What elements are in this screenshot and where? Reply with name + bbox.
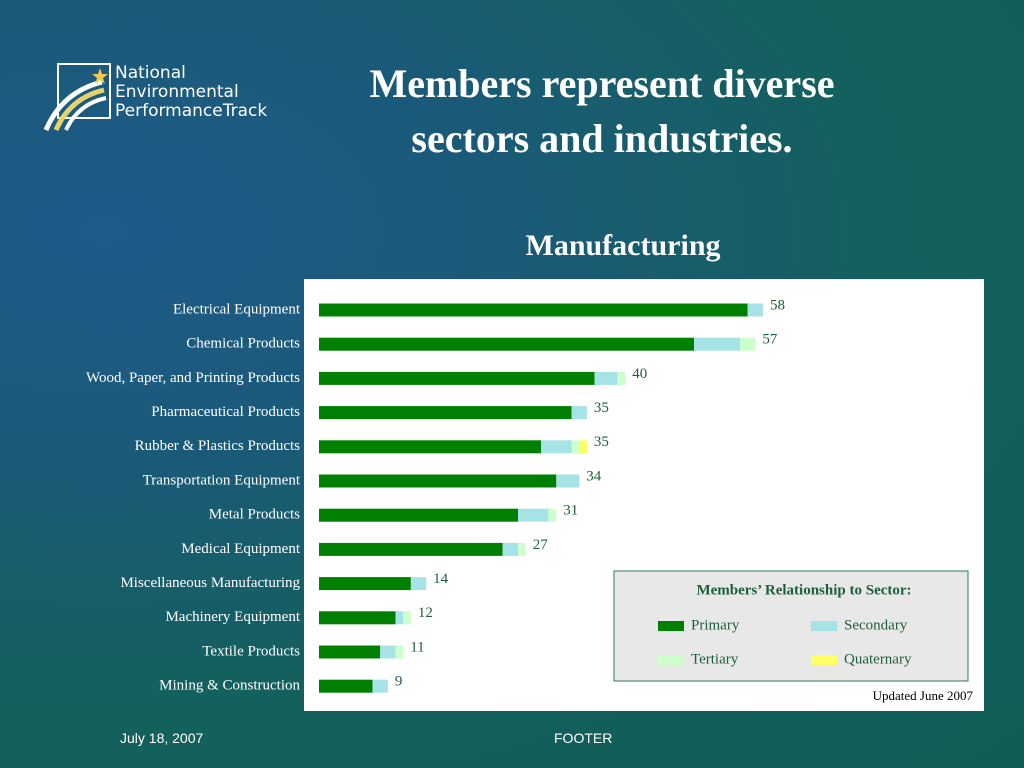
bar-segment	[571, 406, 587, 420]
total-label: 9	[395, 674, 403, 690]
legend-label: Quaternary	[844, 651, 912, 667]
category-label: Pharmaceutical Products	[151, 404, 300, 420]
bar-segment	[319, 542, 503, 556]
bar-segment	[319, 645, 381, 659]
bar-segment	[694, 337, 741, 351]
bar-segment	[747, 303, 763, 317]
total-label: 40	[632, 366, 647, 382]
bar-segment	[571, 440, 580, 454]
bar-segment	[410, 577, 427, 591]
category-label: Miscellaneous Manufacturing	[120, 575, 300, 591]
bar-segment	[372, 679, 388, 693]
bar-segment	[395, 611, 404, 625]
bar-segment	[319, 611, 396, 625]
legend-swatch	[811, 655, 837, 665]
bar-segment	[319, 371, 595, 385]
total-label: 31	[563, 503, 578, 519]
category-label: Transportation Equipment	[143, 472, 301, 488]
total-label: 57	[762, 332, 778, 348]
note: Updated June 2007	[873, 688, 974, 703]
bar-segment	[319, 577, 411, 591]
total-label: 35	[594, 400, 609, 416]
legend-label: Primary	[691, 617, 740, 633]
logo-text: National	[115, 63, 186, 83]
category-label: Textile Products	[202, 643, 300, 659]
total-label: 58	[770, 297, 785, 313]
category-label: Wood, Paper, and Printing Products	[86, 370, 300, 386]
category-label: Electrical Equipment	[173, 301, 301, 317]
total-label: 27	[533, 537, 549, 553]
category-label: Chemical Products	[186, 336, 300, 352]
category-label: Medical Equipment	[181, 541, 301, 557]
bar-segment	[579, 440, 587, 454]
total-label: 12	[418, 605, 433, 621]
legend-label: Tertiary	[691, 651, 739, 667]
footer: FOOTER	[554, 730, 613, 746]
total-label: 11	[410, 639, 424, 655]
bar-segment	[395, 645, 404, 659]
category-label: Mining & Construction	[159, 678, 300, 694]
total-label: 34	[586, 468, 602, 484]
bar-segment	[319, 440, 541, 454]
bar-segment	[518, 508, 549, 522]
bar-segment	[319, 303, 748, 317]
bar-segment	[380, 645, 396, 659]
bar-segment	[541, 440, 572, 454]
bar-segment	[548, 508, 557, 522]
legend-swatch	[811, 621, 837, 631]
category-label: Rubber & Plastics Products	[135, 438, 301, 454]
bar-segment	[319, 508, 519, 522]
category-label: Machinery Equipment	[165, 609, 300, 625]
bar-segment	[556, 474, 580, 488]
legend-title: Members’ Relationship to Sector:	[696, 582, 911, 598]
legend-label: Secondary	[844, 617, 908, 633]
footer-date: July 18, 2007	[120, 730, 204, 746]
bar-segment	[502, 542, 519, 556]
bar-segment	[319, 474, 557, 488]
slide-title: Members represent diverse sectors and in…	[369, 61, 835, 161]
logo-text: Environmental	[115, 82, 239, 102]
legend-swatch	[658, 655, 684, 665]
logo-text: PerformanceTrack	[115, 101, 268, 121]
bar-segment	[319, 337, 695, 351]
total-label: 35	[594, 434, 609, 450]
category-label: Metal Products	[209, 507, 300, 523]
bar-segment	[594, 371, 618, 385]
legend-swatch	[658, 621, 684, 631]
bar-segment	[403, 611, 411, 625]
bar-segment	[740, 337, 756, 351]
logo-mark	[43, 63, 111, 132]
bar-segment	[319, 406, 572, 420]
total-label: 14	[433, 571, 449, 587]
bar-segment	[518, 542, 526, 556]
bar-segment	[617, 371, 626, 385]
bar-segment	[319, 679, 373, 693]
chart-title: Manufacturing	[525, 229, 721, 262]
